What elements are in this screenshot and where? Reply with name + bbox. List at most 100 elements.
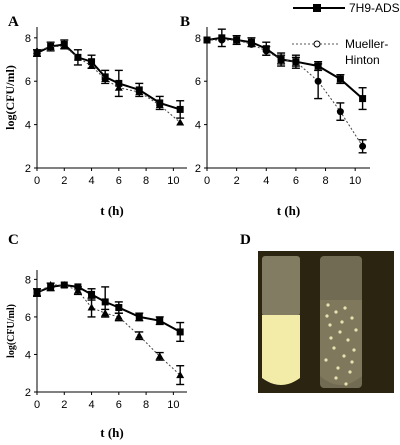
clump-dot [324,358,328,362]
y-tick-label-c: 6 [25,312,31,324]
data-point-mh-c [176,371,185,379]
data-point-7h9-b [359,95,367,103]
tube-left-broth [262,315,300,385]
y-tick-label-a: 8 [25,33,31,45]
clump-dot [328,323,332,327]
data-point-mh-b [233,36,241,44]
clump-dot [336,366,340,370]
x-tick-label-a: 6 [116,175,122,187]
x-axis-title-b: t (h) [277,203,300,218]
y-tick-label-b: 4 [195,120,201,132]
series-line-mh-b [207,39,364,147]
x-tick-label-b: 8 [322,175,328,187]
clump-dot [346,338,350,342]
data-point-mh-a [155,101,164,109]
clump-dot [348,370,352,374]
data-point-mh-a [46,42,55,50]
x-tick-label-c: 2 [61,399,67,411]
data-point-mh-a [135,88,144,96]
x-tick-label-c: 10 [167,399,179,411]
data-point-mh-a [176,118,185,126]
data-point-mh-c [135,331,144,339]
panel-label-c: C [8,232,19,248]
clump-dot [343,306,347,310]
data-point-7h9-c [135,313,143,321]
data-point-mh-c [114,312,123,320]
clump-dot [325,314,329,318]
data-point-7h9-a [88,58,96,66]
tube-right-liquid [320,300,362,385]
clump-dot [352,348,356,352]
data-point-mh-a [114,83,123,91]
data-point-7h9-b [336,75,344,83]
panel-label-a: A [8,14,19,30]
y-tick-label-a: 2 [25,163,31,175]
y-tick-label-c: 8 [25,274,31,286]
x-tick-label-a: 8 [143,175,149,187]
clump-dot [342,354,346,358]
x-tick-label-c: 8 [143,399,149,411]
clump-dot [332,346,336,350]
series-line-7h9-a [36,43,181,111]
data-point-mh-c [87,303,96,311]
bacterial-clumps [324,303,358,386]
x-tick-label-b: 6 [293,175,299,187]
x-tick-label-a: 2 [61,175,67,187]
x-tick-label-b: 2 [234,175,240,187]
y-tick-label-b: 2 [195,163,201,175]
data-point-mh-c [33,288,41,296]
series-line-mh-c [36,284,181,376]
clump-dot [350,316,354,320]
series-line-mh-a [36,46,181,123]
photo-panel-d [258,251,394,393]
data-point-7h9-a [176,105,184,113]
x-tick-label-b: 0 [204,175,210,187]
legend-label-mh-line2: Hinton [345,53,380,67]
y-tick-label-c: 2 [25,387,31,399]
x-tick-label-b: 4 [263,175,269,187]
data-point-mh-b [247,40,255,48]
data-point-mh-a [33,46,41,54]
legend-marker-square [313,4,321,12]
data-point-mh-c [73,286,82,294]
data-point-mh-b [277,56,285,64]
y-tick-label-a: 4 [25,120,31,132]
data-point-mh-a [60,42,69,50]
data-point-mh-c [101,309,110,317]
x-tick-label-c: 0 [34,399,40,411]
data-point-mh-b [359,142,367,150]
x-tick-label-b: 10 [349,175,361,187]
data-point-mh-a [101,75,110,83]
panel-label-b: B [180,14,190,30]
data-point-mh-b [314,77,322,85]
clump-dot [350,360,354,364]
y-axis-title-c: log(CFU/ml) [6,304,17,358]
series-line-7h9-c [36,283,181,333]
x-axis-title-c: t (h) [100,425,123,440]
x-axis-title-a: t (h) [100,203,123,218]
data-point-mh-a [87,62,96,70]
clump-dot [344,382,348,386]
panel-label-d: D [240,232,251,248]
x-tick-label-c: 6 [116,399,122,411]
y-tick-label-b: 6 [195,76,201,88]
y-axis-title-a: log(CFU/ml) [3,65,17,130]
y-tick-label-b: 8 [195,33,201,45]
data-point-mh-b [262,47,270,55]
data-point-7h9-c [115,304,123,312]
clump-dot [334,376,338,380]
legend-label-mh-line1: Mueller- [345,37,388,51]
clump-dot [340,320,344,324]
y-tick-label-c: 4 [25,349,31,361]
legend-marker-circle [313,40,321,48]
data-point-7h9-c [156,317,164,325]
tube-left-glass [262,256,300,316]
data-point-mh-b [336,108,344,116]
clump-dot [326,303,330,307]
data-point-mh-b [203,36,211,44]
data-point-mh-c [155,352,164,360]
